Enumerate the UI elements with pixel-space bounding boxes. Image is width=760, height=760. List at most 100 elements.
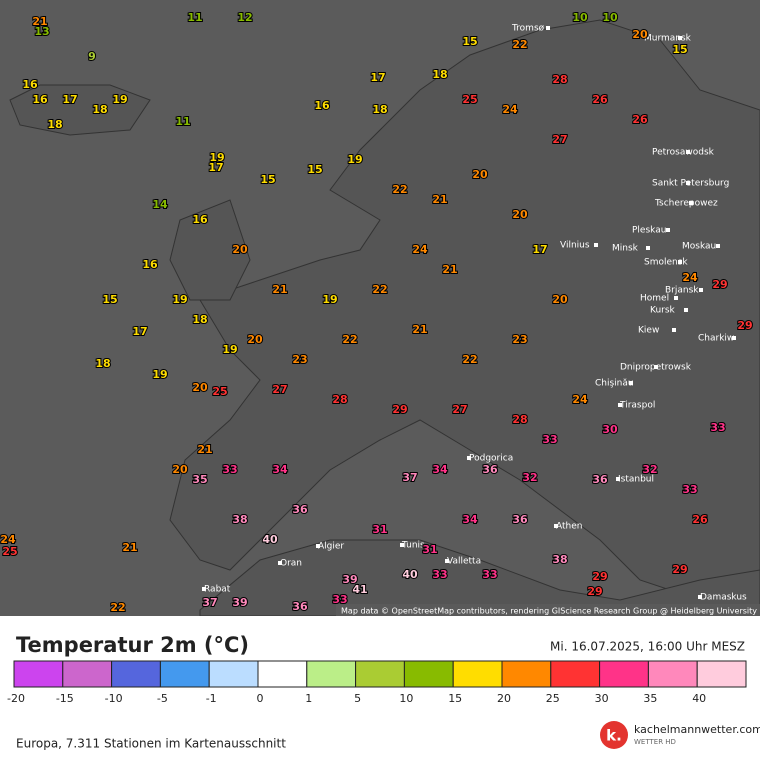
- attribution-bg: [336, 604, 760, 616]
- station-value: 16: [142, 258, 158, 271]
- city-label: Istanbul: [618, 475, 654, 485]
- station-value: 12: [237, 11, 252, 24]
- station-value: 27: [272, 383, 287, 396]
- legend-swatch: [452, 660, 503, 688]
- legend-swatch: [355, 660, 405, 688]
- legend-swatch: [599, 660, 649, 688]
- legend-label: -5: [157, 692, 168, 705]
- legend-title: Temperatur 2m (°C): [16, 633, 249, 657]
- legend: -20 -15 -10 -5 -1 0 1 5 10 15 20 25 30 35 40: [7, 660, 747, 705]
- station-value: 20: [232, 243, 248, 256]
- city-label: Brjansk: [665, 286, 699, 296]
- station-value: 27: [552, 133, 567, 146]
- station-value: 36: [292, 600, 308, 613]
- station-value: 38: [232, 513, 247, 526]
- station-value: 18: [92, 103, 107, 116]
- station-value: 17: [532, 243, 547, 256]
- station-value: 19: [209, 151, 224, 164]
- station-value: 27: [452, 403, 467, 416]
- city-label: Tiraspol: [619, 401, 655, 411]
- station-value: 23: [292, 353, 307, 366]
- city-marker: [716, 244, 720, 248]
- legend-swatch: [159, 660, 210, 688]
- station-value: 15: [307, 163, 322, 176]
- station-value: 25: [2, 545, 17, 558]
- logo-letter: k.: [606, 727, 622, 745]
- legend-label: 5: [354, 692, 361, 705]
- city-marker: [666, 228, 670, 232]
- station-value: 38: [552, 553, 567, 566]
- station-value: 21: [197, 443, 212, 456]
- brand: kachelmannwetter.com: [634, 723, 760, 736]
- station-value: 37: [402, 471, 417, 484]
- station-value: 29: [672, 563, 687, 576]
- station-value: 20: [632, 28, 648, 41]
- station-value: 25: [462, 93, 477, 106]
- station-value: 21: [442, 263, 457, 276]
- station-value: 24: [572, 393, 588, 406]
- station-value: 28: [512, 413, 527, 426]
- station-value: 16: [32, 93, 48, 106]
- legend-swatch: [306, 660, 357, 688]
- city-label: Tromsø: [511, 24, 545, 34]
- station-value: 26: [632, 113, 648, 126]
- station-value: 21: [432, 193, 447, 206]
- station-value: 29: [587, 585, 602, 598]
- station-value: 19: [152, 368, 167, 381]
- station-value: 33: [482, 568, 497, 581]
- station-value: 18: [372, 103, 387, 116]
- station-value: 22: [342, 333, 357, 346]
- city-label: Tscherepowez: [654, 199, 718, 209]
- city-marker: [202, 587, 206, 591]
- station-value: 20: [172, 463, 188, 476]
- station-value: 11: [175, 115, 190, 128]
- station-value: 19: [222, 343, 237, 356]
- station-value: 15: [672, 43, 687, 56]
- station-value: 10: [572, 11, 588, 24]
- legend-label: 1: [305, 692, 312, 705]
- station-value: 34: [462, 513, 478, 526]
- city-label: Oran: [280, 559, 302, 569]
- legend-swatch: [62, 660, 113, 688]
- city-label: Murmansk: [644, 34, 692, 44]
- legend-swatch: [550, 660, 601, 688]
- station-value: 17: [132, 325, 147, 338]
- station-value: 24: [502, 103, 518, 116]
- city-marker: [278, 561, 282, 565]
- station-value: 14: [152, 198, 168, 211]
- station-value: 19: [347, 153, 362, 166]
- station-value: 20: [472, 168, 488, 181]
- legend-swatch: [13, 660, 64, 688]
- legend-label: -15: [56, 692, 74, 705]
- station-value: 26: [592, 93, 608, 106]
- city-marker: [689, 201, 693, 205]
- date: Mi. 16.07.2025, 16:00 Uhr MESZ: [550, 640, 745, 654]
- city-marker: [546, 26, 550, 30]
- city-label: Kiew: [638, 326, 659, 336]
- legend-swatch: [647, 660, 698, 688]
- station-value: 24: [412, 243, 428, 256]
- station-value: 40: [402, 568, 418, 581]
- station-value: 20: [247, 333, 263, 346]
- city-label: Athen: [556, 522, 582, 532]
- station-value: 19: [322, 293, 337, 306]
- station-value: 22: [110, 601, 125, 614]
- station-value: 22: [392, 183, 407, 196]
- footer-panel: [0, 616, 760, 760]
- legend-label: 30: [595, 692, 609, 705]
- station-value: 23: [512, 333, 527, 346]
- station-value: 18: [432, 68, 447, 81]
- station-value: 24: [682, 271, 698, 284]
- station-value: 24: [0, 533, 16, 546]
- city-marker: [618, 403, 622, 407]
- station-value: 15: [462, 35, 477, 48]
- city-marker: [678, 260, 682, 264]
- station-value: 35: [192, 473, 207, 486]
- city-marker: [554, 524, 558, 528]
- station-value: 22: [462, 353, 477, 366]
- station-value: 36: [592, 473, 608, 486]
- station-value: 29: [392, 403, 407, 416]
- city-marker: [672, 328, 676, 332]
- station-value: 34: [272, 463, 288, 476]
- legend-swatch: [208, 660, 259, 688]
